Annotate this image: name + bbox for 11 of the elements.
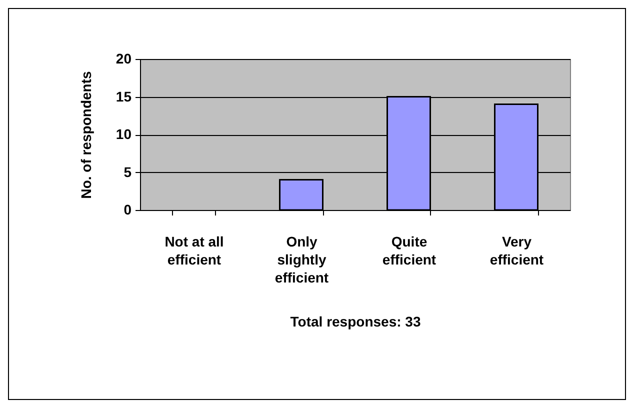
x-tick-label: Quite efficient <box>382 234 436 268</box>
x-tick-label: Very efficient <box>490 234 544 268</box>
y-tick-label: 10 <box>116 126 132 142</box>
y-tick-label: 5 <box>124 164 132 180</box>
x-tick-label: Only slightly efficient <box>274 234 329 286</box>
y-tick-label: 0 <box>124 202 132 218</box>
x-axis-title: Total responses: 33 <box>290 314 421 330</box>
y-axis-title: No. of respondents <box>78 71 94 199</box>
y-tick-label: 20 <box>116 50 132 66</box>
y-tick-label: 15 <box>116 88 132 104</box>
x-tick-label: Not at all efficient <box>164 234 224 268</box>
